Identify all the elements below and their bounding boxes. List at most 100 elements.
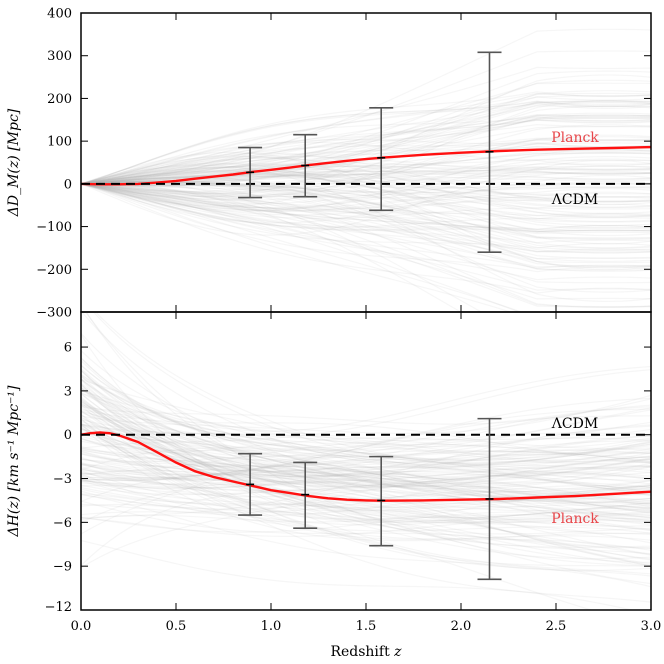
panel-hz-plot: −12 −9 −6 −3 0 3 6 0.0 0.5 1.0 1.5 2.0 2.5 3.0 ΛCDM Pla… [6, 311, 662, 634]
y-tick-label: 400 [47, 7, 72, 22]
realisation-line [81, 421, 651, 504]
realisation-line [81, 435, 651, 505]
realisation-line [81, 403, 651, 462]
realisation-line [81, 455, 651, 567]
realisation-line [81, 374, 651, 449]
realisation-line [81, 183, 651, 198]
realisation-line [81, 183, 651, 233]
realisation-line [81, 462, 651, 494]
realisation-line [81, 166, 651, 185]
realisation-line [81, 453, 651, 514]
realisation-line [81, 100, 651, 185]
realisation-line [81, 383, 651, 556]
realisation-line [81, 418, 651, 523]
realisation-line [81, 159, 651, 236]
realisation-line [81, 488, 651, 549]
realisation-line [81, 424, 651, 603]
realisation-line [81, 117, 651, 185]
realisation-line [81, 411, 651, 468]
y-tick-label: 0 [64, 428, 72, 443]
realisation-line [81, 165, 651, 205]
y-tick-label: −6 [53, 516, 72, 531]
realisation-line [81, 458, 651, 490]
realisation-line [81, 183, 651, 273]
realisation-line [81, 101, 651, 185]
realisation-line [85, 312, 651, 489]
y-tick-label: 6 [64, 341, 72, 356]
realisation-line [81, 409, 651, 496]
realisation-line [81, 397, 651, 458]
realisation-line [81, 368, 651, 463]
realisations-band-hz [81, 312, 651, 610]
realisation-line [81, 105, 651, 195]
y-tick-label: −100 [36, 220, 72, 235]
realisation-line [81, 171, 651, 185]
realisation-line [81, 114, 651, 192]
realisation-line [81, 470, 651, 572]
realisation-line [81, 375, 651, 497]
realisation-line [81, 437, 651, 454]
realisation-line [81, 392, 651, 488]
realisation-line [81, 408, 651, 464]
realisation-line [81, 157, 651, 203]
realisation-line [81, 164, 651, 185]
realisation-line [81, 183, 651, 233]
realisation-line [81, 411, 651, 527]
realisation-line [81, 424, 651, 541]
x-tick-label: 3.0 [641, 619, 662, 634]
y-tick-label: −300 [36, 306, 72, 321]
x-axis-label-prefix: Redshift [330, 644, 394, 660]
y-tick-label: 300 [47, 49, 72, 64]
realisation-line [81, 357, 651, 518]
realisation-line [81, 137, 651, 185]
realisation-line [81, 116, 651, 185]
error-bar [293, 461, 318, 529]
realisation-line [81, 172, 651, 222]
error-bar [477, 417, 502, 581]
realisation-line [81, 169, 651, 217]
realisation-line [81, 139, 651, 195]
realisation-line [81, 183, 651, 233]
plot-area-hz [81, 312, 651, 610]
realisation-line [81, 182, 651, 195]
realisation-line [81, 183, 651, 268]
realisation-line [81, 175, 651, 188]
realisation-line [81, 467, 651, 563]
x-tick-label: 0.5 [166, 619, 187, 634]
realisation-line [81, 158, 651, 185]
realisation-line [81, 409, 651, 471]
realisation-line [81, 183, 524, 312]
realisation-line [81, 393, 651, 487]
realisation-line [81, 427, 651, 567]
realisation-line [84, 312, 651, 555]
realisation-line [81, 100, 651, 185]
realisation-line [81, 114, 651, 185]
realisation-line [81, 170, 651, 229]
realisation-line [81, 100, 651, 207]
realisation-line [81, 183, 651, 291]
realisation-line [81, 155, 651, 245]
annotation-label: ΛCDM [551, 192, 598, 208]
realisation-line [81, 449, 651, 482]
realisation-line [81, 162, 651, 269]
realisation-line [81, 163, 651, 185]
realisation-line [81, 370, 651, 465]
realisation-line [81, 152, 651, 206]
realisation-line [81, 462, 651, 560]
realisation-line [81, 428, 651, 471]
realisation-line [81, 468, 651, 502]
realisation-line [81, 418, 651, 526]
x-tick-label: 2.0 [451, 619, 472, 634]
realisation-line [81, 413, 651, 519]
realisation-line [81, 182, 463, 312]
realisation-line [81, 183, 651, 220]
realisation-line [81, 400, 651, 524]
y-tick-label: −200 [36, 263, 72, 278]
series-line-planck [81, 145, 651, 186]
realisation-line [81, 334, 651, 522]
realisation-line [81, 124, 651, 200]
realisation-line [81, 478, 651, 561]
y-tick-label: −3 [53, 472, 72, 487]
realisation-line [81, 149, 651, 187]
realisation-line [81, 183, 651, 235]
